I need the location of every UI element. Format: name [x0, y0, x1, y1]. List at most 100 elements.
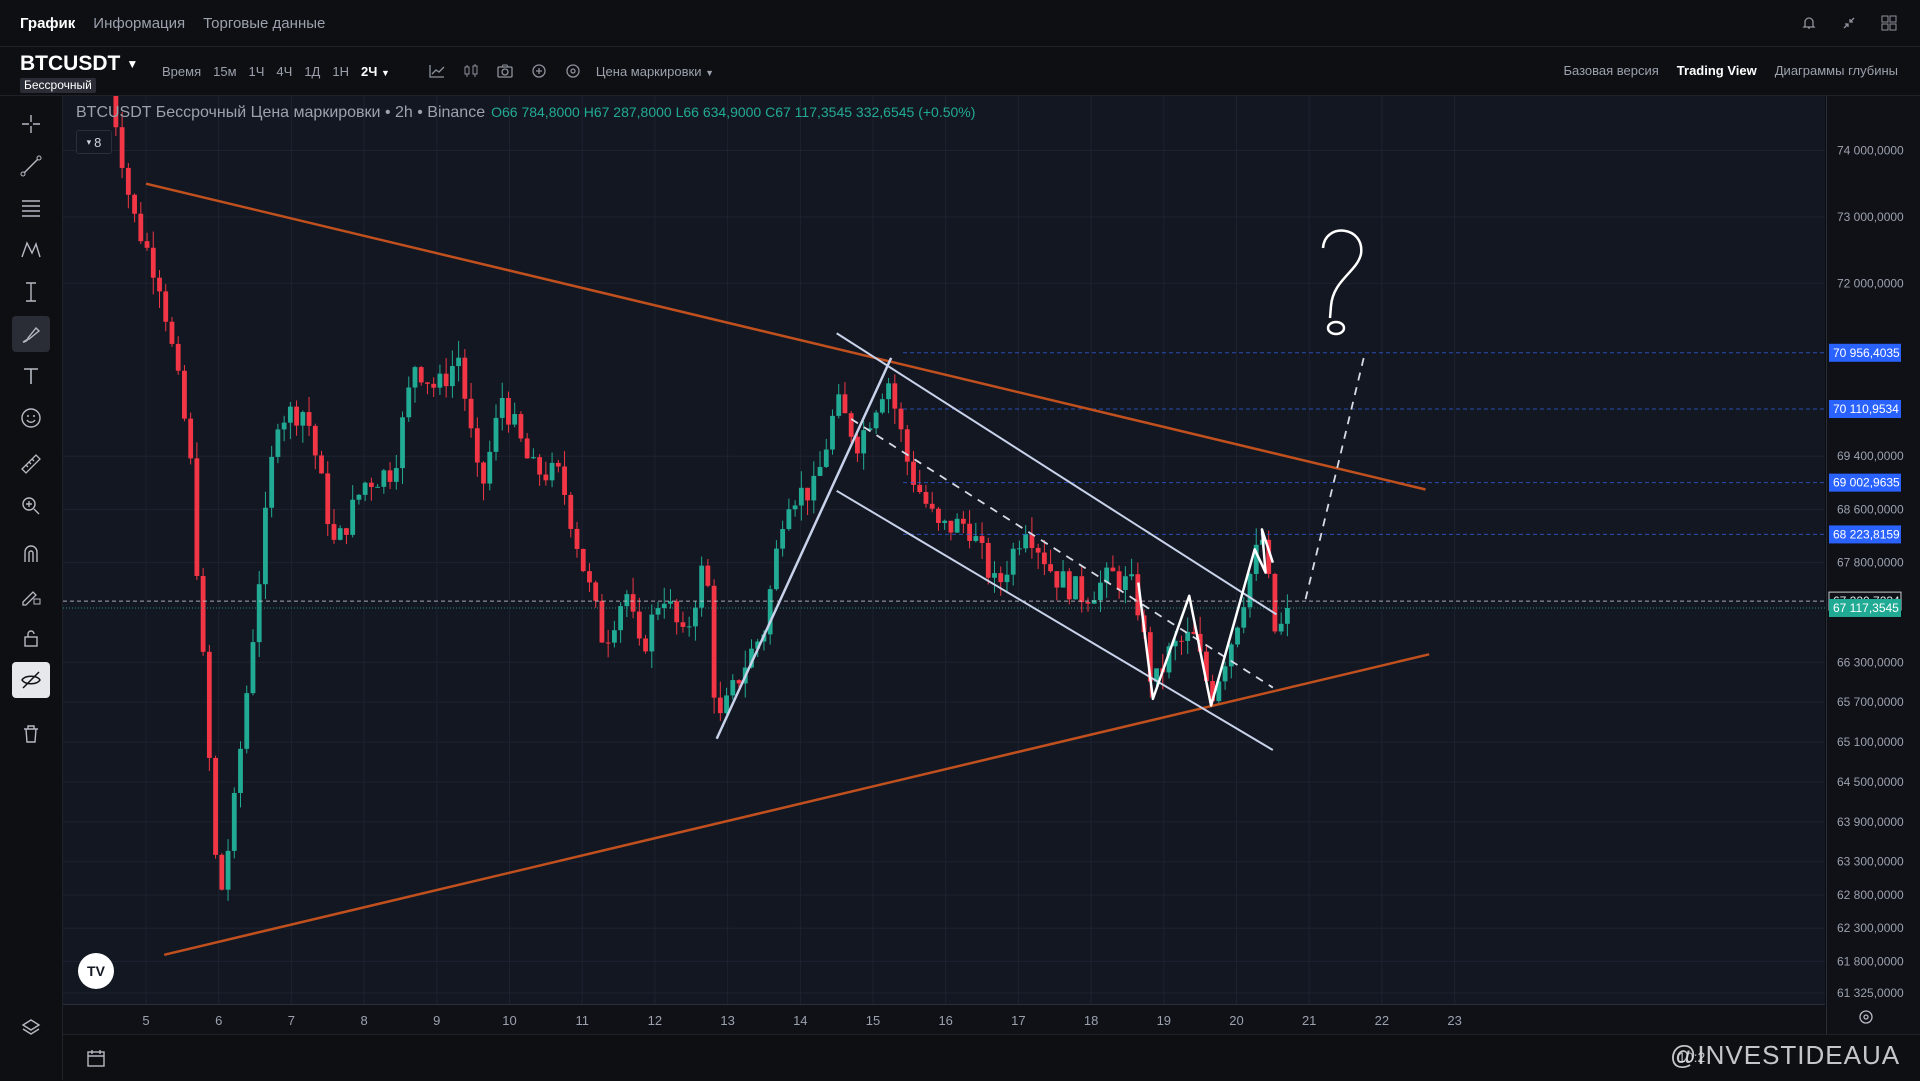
view-depth[interactable]: Диаграммы глубины: [1774, 63, 1898, 78]
tradingview-logo[interactable]: TV: [78, 953, 114, 989]
candle-body: [281, 422, 287, 430]
trendline-icon[interactable]: [12, 148, 50, 184]
tf-15m[interactable]: 15м: [213, 63, 237, 79]
candle-body: [985, 542, 991, 578]
tf-4h[interactable]: 4Ч: [276, 63, 293, 79]
candle-body: [861, 430, 867, 454]
pattern-icon[interactable]: [12, 232, 50, 268]
emoji-icon[interactable]: [12, 400, 50, 436]
candle-body: [730, 680, 736, 696]
candle-body: [836, 394, 842, 416]
grid-icon[interactable]: [1878, 12, 1900, 34]
candle-body: [1079, 576, 1085, 603]
candle-body: [699, 565, 705, 608]
candle-body: [481, 462, 486, 484]
candle-body: [393, 468, 399, 482]
candle-body: [225, 850, 231, 890]
brush-icon[interactable]: [12, 316, 50, 352]
eye-off-icon[interactable]: [12, 662, 50, 698]
candle-body: [125, 167, 131, 195]
candle-body: [1122, 576, 1128, 591]
add-indicator-icon[interactable]: [528, 62, 550, 80]
layers-icon[interactable]: [12, 1010, 50, 1046]
tf-1d[interactable]: 1Д: [304, 63, 321, 79]
candle-body: [1228, 644, 1234, 667]
candle-body: [674, 601, 680, 623]
price-type-dropdown[interactable]: Цена маркировки ▼: [596, 64, 714, 79]
tf-1w[interactable]: 1Н: [332, 63, 349, 79]
symbol-selector[interactable]: BTCUSDT ▼: [20, 52, 138, 76]
view-tradingview[interactable]: Trading View: [1676, 63, 1757, 78]
magnet-icon[interactable]: [12, 536, 50, 572]
candle-body: [425, 382, 430, 384]
candle-body: [400, 417, 405, 469]
price-tick-label: 61 325,0000: [1837, 986, 1904, 1000]
time-tick-label: 11: [575, 1013, 589, 1028]
candle-body: [574, 528, 580, 549]
tf-1h[interactable]: 1Ч: [248, 63, 265, 79]
legend-ohlc: O66 784,8000 H67 287,8000 L66 634,9000 C…: [491, 104, 976, 120]
fib-icon[interactable]: [12, 190, 50, 226]
tab-chart[interactable]: График: [20, 14, 76, 32]
candle-body: [350, 499, 356, 535]
candle-body: [275, 429, 281, 457]
trash-icon[interactable]: [12, 716, 50, 752]
calendar-icon[interactable]: [85, 1047, 107, 1072]
lock-draw-icon[interactable]: [12, 578, 50, 614]
price-tick-label: 66 300,0000: [1837, 655, 1904, 669]
candle-body: [923, 492, 929, 504]
candle-body: [668, 601, 673, 604]
candle-body: [867, 428, 873, 431]
measure-icon[interactable]: [12, 274, 50, 310]
zoom-icon[interactable]: [12, 488, 50, 524]
tab-trading-data[interactable]: Торговые данные: [203, 14, 326, 32]
candle-body: [992, 573, 997, 578]
candle-body: [1147, 632, 1153, 682]
indicator-toggle[interactable]: ▾ 8: [76, 130, 112, 154]
candle-body: [1197, 633, 1203, 652]
camera-icon[interactable]: [494, 62, 516, 80]
time-axis-svg: 5 6 7 8 9 10 11 12 13 14 15 16 17 18 19 20 21 22 23: [142, 1013, 1461, 1028]
view-basic[interactable]: Базовая версия: [1563, 63, 1659, 78]
candle-body: [1172, 640, 1178, 647]
watermark: @INVESTIDEAUA: [1670, 1040, 1901, 1070]
settings-icon[interactable]: [1858, 1009, 1874, 1028]
time-tick-label: 23: [1447, 1013, 1461, 1028]
time-tick-label: 19: [1157, 1013, 1171, 1028]
tf-2h[interactable]: 2Ч ▼: [361, 64, 390, 79]
candle-body: [474, 428, 480, 463]
candle-body: [886, 383, 891, 400]
candles-icon[interactable]: [460, 62, 482, 80]
candle-body: [1098, 582, 1103, 601]
chart-tabs: График Информация Торговые данные: [20, 0, 325, 46]
candle-body: [780, 529, 786, 549]
chart-canvas[interactable]: [63, 74, 1825, 1034]
candle-body: [1017, 548, 1022, 550]
candle-body: [1054, 571, 1060, 588]
collapse-icon[interactable]: [1838, 12, 1860, 34]
settings-icon[interactable]: [562, 62, 584, 80]
candle-body: [1035, 547, 1041, 553]
question-mark-dot: [1326, 320, 1346, 336]
candle-body: [848, 413, 854, 437]
candle-body: [1135, 574, 1141, 616]
candle-body: [636, 611, 642, 639]
bell-icon[interactable]: [1798, 12, 1820, 34]
tf-time[interactable]: Время: [162, 63, 202, 79]
candle-body: [119, 127, 125, 168]
time-axis[interactable]: 5 6 7 8 9 10 11 12 13 14 15 16 17 18 19 20 21 22 23: [63, 1004, 1825, 1035]
time-tick-label: 10: [502, 1013, 516, 1028]
price-tick-label: 62 800,0000: [1837, 888, 1904, 902]
time-tick-label: 16: [938, 1013, 952, 1028]
tab-info[interactable]: Информация: [93, 14, 186, 32]
line-chart-icon[interactable]: [426, 62, 448, 80]
candle-body: [182, 370, 187, 419]
candle-body: [437, 373, 443, 388]
crosshair-icon[interactable]: [12, 106, 50, 142]
candle-body: [524, 438, 530, 459]
candle-body: [231, 792, 237, 851]
ruler-icon[interactable]: [12, 446, 50, 482]
lock-icon[interactable]: [12, 620, 50, 656]
text-icon[interactable]: [12, 358, 50, 394]
